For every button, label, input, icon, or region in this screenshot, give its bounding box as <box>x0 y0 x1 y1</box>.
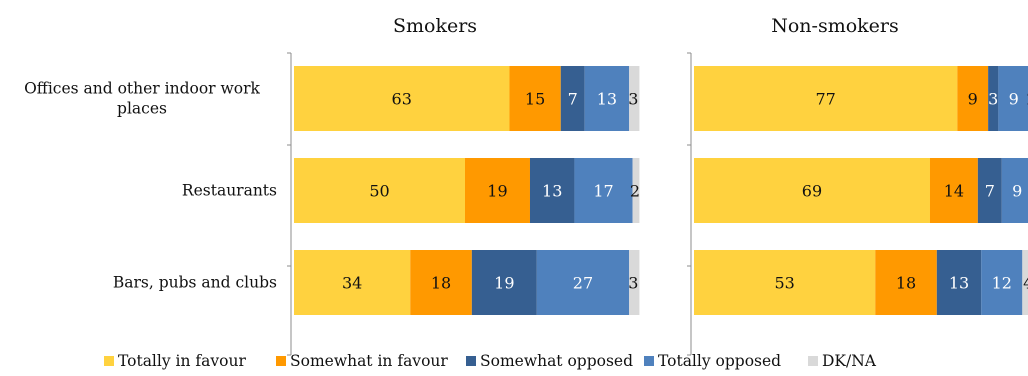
panel-title: Smokers <box>393 15 477 37</box>
bar-segment <box>929 158 978 223</box>
legend-item: Totally opposed <box>644 352 781 370</box>
data-label: 13 <box>949 274 969 293</box>
bar-segment <box>410 250 472 315</box>
bar-segment <box>694 66 958 131</box>
bar-segment <box>465 158 530 223</box>
data-label: 27 <box>573 274 593 293</box>
bar-segment <box>998 66 1028 131</box>
data-label: 12 <box>992 274 1012 293</box>
legend-swatch <box>276 356 286 366</box>
data-label: 19 <box>494 274 514 293</box>
bar-segment <box>1022 250 1028 315</box>
data-label: 13 <box>597 90 617 109</box>
data-label: 4 <box>1023 274 1028 293</box>
category-label: Restaurants <box>182 182 277 200</box>
legend-swatch <box>466 356 476 366</box>
bar-segment <box>529 158 575 223</box>
bar-segment <box>981 250 1023 315</box>
data-label: 2 <box>630 182 640 201</box>
bar-segment <box>574 158 633 223</box>
legend-label: DK/NA <box>822 352 877 370</box>
legend-item: Somewhat in favour <box>276 352 448 370</box>
legend-swatch <box>808 356 818 366</box>
bar-segment <box>977 158 1002 223</box>
legend: Totally in favour Somewhat in favour Somew… <box>104 352 877 370</box>
category-label: places <box>117 100 167 118</box>
bar-segment <box>294 250 411 315</box>
data-label: 7 <box>985 182 995 201</box>
data-label: 9 <box>968 90 978 109</box>
legend-label: Totally in favour <box>118 352 246 370</box>
bar-segment <box>988 66 999 131</box>
data-label: 18 <box>431 274 451 293</box>
data-label: 3 <box>628 90 638 109</box>
legend-swatch <box>104 356 114 366</box>
bar-segment <box>694 158 930 223</box>
data-label: 7 <box>568 90 578 109</box>
bar-segment <box>536 250 630 315</box>
legend-label: Somewhat opposed <box>480 352 633 370</box>
bar-segment <box>294 66 510 131</box>
data-label: 34 <box>342 274 362 293</box>
data-label: 9 <box>1012 182 1022 201</box>
category-labels: Offices and other indoor work places Resta… <box>24 80 277 292</box>
bar-segment <box>629 250 640 315</box>
data-label: 2 <box>1026 90 1028 109</box>
panel-1: Non-smokers7793926914792531813124 <box>687 15 1028 356</box>
category-label: Bars, pubs and clubs <box>113 274 277 292</box>
bar-segment <box>560 66 585 131</box>
bar-segment <box>1001 158 1028 223</box>
bar-segment <box>294 158 465 223</box>
data-label: 3 <box>628 274 638 293</box>
panel-0: Smokers 63 15 7 13 3 50 19 13 17 2 34 18 19 27 3 <box>287 15 640 356</box>
bar-segment <box>632 158 640 223</box>
bar-segment <box>936 250 982 315</box>
data-label: 50 <box>369 182 389 201</box>
data-label: 13 <box>542 182 562 201</box>
data-label: 63 <box>392 90 412 109</box>
data-label: 19 <box>487 182 507 201</box>
bar-segment <box>694 250 876 315</box>
data-label: 9 <box>1009 90 1019 109</box>
bar-segment <box>584 66 630 131</box>
bar-segment <box>875 250 937 315</box>
legend-label: Totally opposed <box>658 352 781 370</box>
bar-segment <box>629 66 640 131</box>
bar-segment <box>957 66 989 131</box>
data-label: 15 <box>525 90 545 109</box>
data-label: 14 <box>944 182 964 201</box>
data-label: 69 <box>802 182 822 201</box>
legend-label: Somewhat in favour <box>290 352 448 370</box>
category-label: Offices and other indoor work <box>24 80 260 98</box>
legend-item: Totally in favour <box>104 352 246 370</box>
legend-swatch <box>644 356 654 366</box>
legend-item: DK/NA <box>808 352 877 370</box>
data-label: 3 <box>988 90 998 109</box>
bar-segment <box>471 250 537 315</box>
data-label: 17 <box>593 182 613 201</box>
panel-title: Non-smokers <box>771 15 899 37</box>
bar-segment <box>509 66 561 131</box>
data-label: 18 <box>896 274 916 293</box>
data-label: 53 <box>774 274 794 293</box>
data-label: 77 <box>815 90 835 109</box>
legend-item: Somewhat opposed <box>466 352 633 370</box>
